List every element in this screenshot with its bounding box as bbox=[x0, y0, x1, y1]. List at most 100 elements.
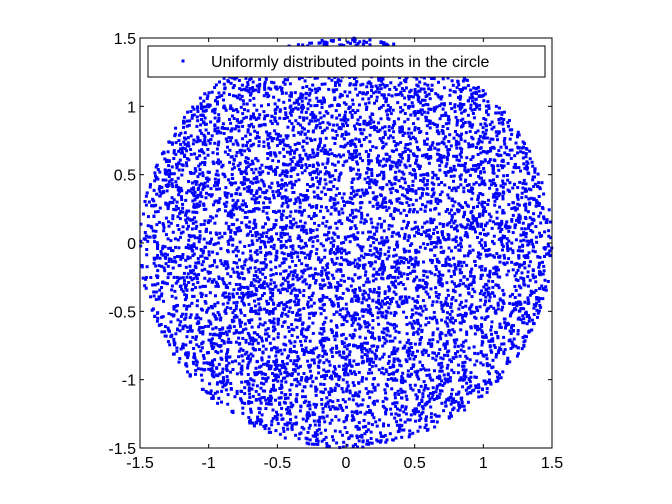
data-point bbox=[423, 90, 427, 94]
data-point bbox=[386, 378, 390, 381]
data-point bbox=[139, 244, 143, 248]
data-point bbox=[227, 178, 230, 182]
data-point bbox=[297, 357, 301, 361]
data-point bbox=[288, 388, 292, 392]
data-point bbox=[282, 320, 286, 324]
data-point bbox=[362, 39, 366, 43]
data-point bbox=[199, 248, 203, 251]
data-point bbox=[310, 139, 313, 143]
data-point bbox=[335, 289, 339, 292]
data-point bbox=[406, 131, 410, 135]
data-point bbox=[447, 196, 451, 200]
data-point bbox=[419, 417, 423, 421]
data-point bbox=[362, 289, 366, 293]
data-point bbox=[330, 152, 334, 156]
data-point bbox=[433, 146, 437, 150]
data-point bbox=[387, 285, 391, 289]
data-point bbox=[353, 288, 357, 291]
data-point bbox=[447, 153, 450, 157]
data-point bbox=[415, 83, 419, 87]
data-point bbox=[526, 210, 530, 214]
data-point bbox=[253, 250, 257, 254]
data-point bbox=[290, 426, 294, 430]
data-point bbox=[452, 168, 456, 171]
data-point bbox=[311, 321, 315, 325]
data-point bbox=[254, 348, 257, 352]
data-point bbox=[180, 173, 184, 177]
data-point bbox=[262, 144, 266, 148]
data-point bbox=[381, 299, 384, 303]
data-point bbox=[337, 304, 340, 308]
data-point bbox=[366, 357, 369, 361]
data-point bbox=[532, 306, 536, 310]
data-point bbox=[264, 347, 268, 351]
data-point bbox=[249, 180, 253, 184]
data-point bbox=[348, 166, 352, 170]
data-point bbox=[392, 290, 396, 294]
data-point bbox=[485, 254, 489, 258]
data-point bbox=[342, 371, 346, 375]
data-point bbox=[378, 254, 382, 258]
data-point bbox=[327, 152, 331, 156]
data-point bbox=[361, 245, 365, 249]
data-point bbox=[203, 92, 207, 96]
data-point bbox=[424, 368, 427, 372]
data-point bbox=[479, 232, 482, 236]
data-point bbox=[421, 278, 425, 282]
data-point bbox=[372, 377, 376, 380]
data-point bbox=[427, 353, 431, 357]
data-point bbox=[406, 117, 410, 121]
data-point bbox=[186, 272, 190, 276]
data-point bbox=[304, 194, 308, 197]
data-point bbox=[473, 351, 477, 355]
data-point bbox=[285, 300, 289, 304]
data-point bbox=[478, 139, 482, 143]
data-point bbox=[249, 230, 252, 234]
data-point bbox=[516, 135, 519, 139]
data-point bbox=[435, 318, 439, 322]
data-point bbox=[365, 107, 368, 111]
data-point bbox=[342, 440, 346, 444]
data-point bbox=[302, 230, 306, 234]
data-point bbox=[406, 221, 410, 224]
data-point bbox=[486, 370, 490, 374]
data-point bbox=[390, 412, 393, 416]
data-point bbox=[255, 238, 259, 242]
data-point bbox=[192, 242, 196, 246]
data-point bbox=[491, 339, 495, 343]
data-point bbox=[466, 169, 470, 173]
data-point bbox=[452, 256, 456, 260]
data-point bbox=[516, 268, 520, 272]
data-point bbox=[409, 137, 413, 141]
data-point bbox=[375, 95, 379, 99]
data-point bbox=[424, 349, 428, 353]
data-point bbox=[236, 110, 240, 114]
data-point bbox=[316, 89, 319, 93]
data-point bbox=[232, 301, 236, 305]
data-point bbox=[484, 244, 487, 248]
data-point bbox=[350, 139, 354, 143]
data-point bbox=[366, 213, 370, 217]
data-point bbox=[207, 367, 211, 371]
data-point bbox=[381, 277, 385, 281]
data-point bbox=[227, 242, 231, 246]
data-point bbox=[391, 378, 395, 382]
data-point bbox=[424, 323, 428, 327]
data-point bbox=[354, 83, 358, 87]
data-point bbox=[440, 284, 444, 288]
data-point bbox=[428, 373, 432, 377]
data-point bbox=[191, 199, 195, 203]
data-point bbox=[313, 76, 317, 80]
data-point bbox=[459, 376, 463, 380]
data-point bbox=[282, 307, 286, 311]
data-point bbox=[271, 294, 275, 298]
data-point bbox=[213, 391, 217, 395]
data-point bbox=[350, 372, 354, 376]
data-point bbox=[185, 288, 189, 292]
data-point bbox=[407, 346, 411, 350]
data-point bbox=[282, 163, 286, 167]
data-point bbox=[301, 43, 305, 47]
data-point bbox=[246, 161, 250, 165]
data-point bbox=[325, 126, 329, 130]
data-point bbox=[340, 315, 344, 319]
